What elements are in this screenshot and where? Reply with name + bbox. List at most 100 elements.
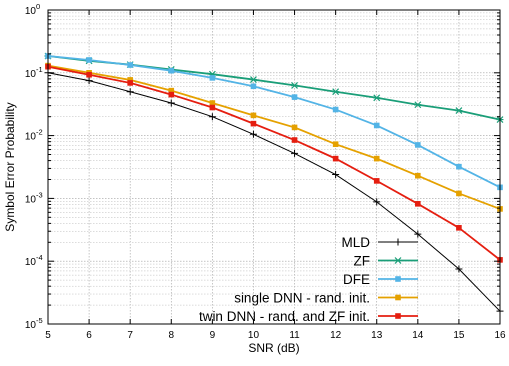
series-0 bbox=[44, 69, 504, 315]
legend-entry: DFE bbox=[343, 272, 418, 287]
series-line bbox=[47, 64, 501, 210]
y-tick-base: 10 bbox=[25, 69, 37, 80]
data-point bbox=[86, 57, 92, 63]
data-point bbox=[394, 257, 402, 264]
data-point bbox=[373, 122, 380, 129]
data-point bbox=[249, 76, 257, 84]
legend-label: twin DNN - rand. and ZF init. bbox=[199, 309, 370, 324]
legend-label: DFE bbox=[343, 272, 370, 287]
data-point bbox=[168, 67, 175, 74]
data-point bbox=[167, 99, 175, 107]
data-point bbox=[455, 265, 463, 273]
data-point bbox=[414, 230, 422, 238]
legend-label: ZF bbox=[354, 254, 371, 269]
data-point bbox=[249, 130, 257, 138]
data-point bbox=[395, 313, 401, 319]
series-4 bbox=[45, 63, 503, 263]
data-point bbox=[373, 94, 381, 102]
y-tick-label: 10 -3 bbox=[25, 190, 43, 205]
y-tick-exponent: -4 bbox=[36, 253, 43, 262]
data-point bbox=[332, 155, 339, 162]
x-tick-label: 16 bbox=[494, 330, 506, 341]
data-point bbox=[250, 83, 257, 90]
data-point bbox=[395, 276, 401, 282]
data-point bbox=[86, 71, 92, 78]
data-point bbox=[126, 88, 134, 96]
data-point bbox=[332, 88, 340, 96]
data-point bbox=[250, 120, 257, 127]
legend-label: MLD bbox=[341, 235, 370, 250]
y-tick-label: 10 -1 bbox=[25, 65, 43, 80]
y-tick-label: 10 -4 bbox=[25, 253, 43, 268]
y-tick-exponent: -5 bbox=[36, 316, 43, 325]
data-point bbox=[208, 113, 216, 121]
legend-entry: twin DNN - rand. and ZF init. bbox=[199, 309, 418, 324]
data-point bbox=[373, 198, 381, 206]
data-point bbox=[414, 101, 422, 109]
data-point bbox=[209, 75, 216, 81]
data-point bbox=[168, 91, 175, 98]
series-line bbox=[47, 65, 501, 261]
x-tick-label: 13 bbox=[371, 330, 383, 341]
data-point bbox=[415, 201, 421, 207]
data-point bbox=[209, 100, 216, 106]
data-point bbox=[415, 142, 421, 148]
data-point bbox=[456, 225, 462, 231]
y-tick-exponent: 0 bbox=[36, 2, 40, 11]
data-point bbox=[395, 294, 401, 301]
series-line bbox=[47, 55, 501, 189]
data-point bbox=[373, 178, 380, 184]
y-axis-label: Symbol Error Probability bbox=[3, 102, 17, 231]
data-point bbox=[85, 77, 93, 85]
y-tick-label: 10 -5 bbox=[25, 316, 43, 331]
x-tick-label: 14 bbox=[412, 330, 424, 341]
legend-entry: MLD bbox=[341, 235, 418, 250]
data-point bbox=[168, 87, 175, 94]
data-point bbox=[332, 171, 340, 179]
data-point bbox=[456, 163, 462, 170]
y-tick-label: 10 -2 bbox=[25, 128, 43, 143]
legend-label: single DNN - rand. init. bbox=[234, 291, 370, 306]
y-tick-exponent: -2 bbox=[36, 128, 43, 137]
x-tick-label: 10 bbox=[248, 330, 260, 341]
data-point bbox=[332, 141, 339, 147]
series-line bbox=[47, 72, 501, 312]
y-tick-base: 10 bbox=[25, 257, 37, 268]
x-axis-label: SNR (dB) bbox=[248, 341, 299, 355]
y-tick-label: 10 0 bbox=[25, 2, 40, 17]
y-tick-base: 10 bbox=[25, 320, 37, 331]
data-point bbox=[415, 172, 421, 179]
legend: MLD ZF DFE single DNN - rand. init. twin DNN… bbox=[199, 235, 418, 324]
series-3 bbox=[45, 62, 503, 212]
data-point bbox=[291, 81, 299, 89]
series-layer bbox=[44, 52, 504, 315]
y-tick-exponent: -1 bbox=[36, 65, 43, 74]
data-point bbox=[127, 62, 133, 68]
x-tick-label: 7 bbox=[127, 330, 133, 341]
y-tick-base: 10 bbox=[25, 132, 37, 143]
data-point bbox=[250, 112, 257, 119]
y-tick-base: 10 bbox=[25, 194, 37, 205]
x-tick-label: 5 bbox=[45, 330, 51, 341]
data-point bbox=[455, 107, 463, 115]
data-point bbox=[291, 137, 298, 143]
x-tick-label: 12 bbox=[330, 330, 342, 341]
y-tick-exponent: -3 bbox=[36, 190, 43, 199]
data-point bbox=[209, 104, 216, 111]
data-point bbox=[291, 124, 298, 131]
data-point bbox=[291, 149, 299, 157]
legend-entry: single DNN - rand. init. bbox=[234, 291, 418, 306]
data-point bbox=[127, 80, 133, 86]
y-tick-base: 10 bbox=[25, 6, 37, 17]
data-point bbox=[291, 94, 298, 100]
plot-frame bbox=[47, 9, 501, 325]
x-tick-label: 6 bbox=[86, 330, 92, 341]
grid bbox=[47, 9, 501, 325]
x-tick-label: 11 bbox=[289, 330, 300, 341]
data-point bbox=[127, 77, 133, 83]
legend-entry: ZF bbox=[354, 254, 418, 269]
x-tick-label: 15 bbox=[453, 330, 465, 341]
x-tick-label: 9 bbox=[210, 330, 216, 341]
